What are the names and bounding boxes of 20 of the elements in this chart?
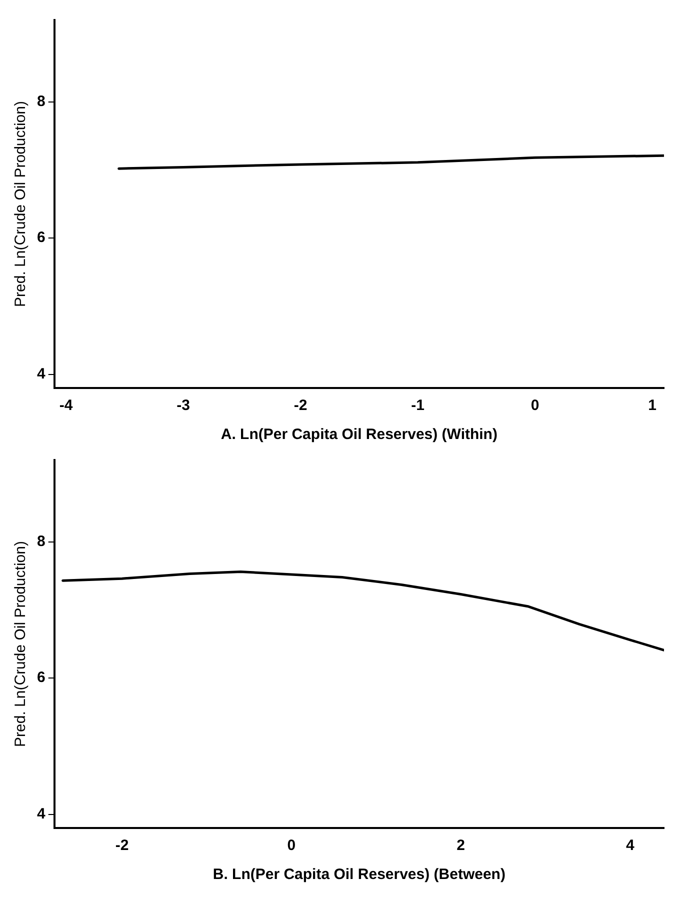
x-tick-label: -1	[411, 397, 424, 414]
x-tick-label: 4	[626, 837, 635, 854]
x-tick-label: 1	[648, 397, 656, 414]
x-axis-title: A. Ln(Per Capita Oil Reserves) (Within)	[220, 426, 498, 444]
y-tick-label: 8	[37, 92, 46, 110]
x-tick-label: 0	[287, 837, 296, 854]
y-tick-label: 4	[37, 806, 46, 823]
y-tick-label: 6	[37, 669, 46, 686]
y-tick-label: 6	[37, 229, 46, 246]
y-tick-label: 8	[37, 532, 46, 550]
x-tick-label: 2	[456, 837, 465, 854]
x-tick-label: -4	[59, 397, 74, 414]
y-tick-label: 4	[37, 366, 46, 383]
y-axis-title: Pred. Ln(Crude Oil Production)	[12, 541, 30, 747]
x-tick-label: 0	[530, 397, 540, 414]
x-tick-label: -3	[176, 397, 190, 414]
y-axis-title: Pred. Ln(Crude Oil Production)	[12, 101, 30, 307]
x-axis-title: B. Ln(Per Capita Oil Reserves) (Between)	[212, 866, 506, 884]
x-tick-label: -2	[115, 837, 129, 854]
x-tick-label: -2	[294, 397, 308, 414]
